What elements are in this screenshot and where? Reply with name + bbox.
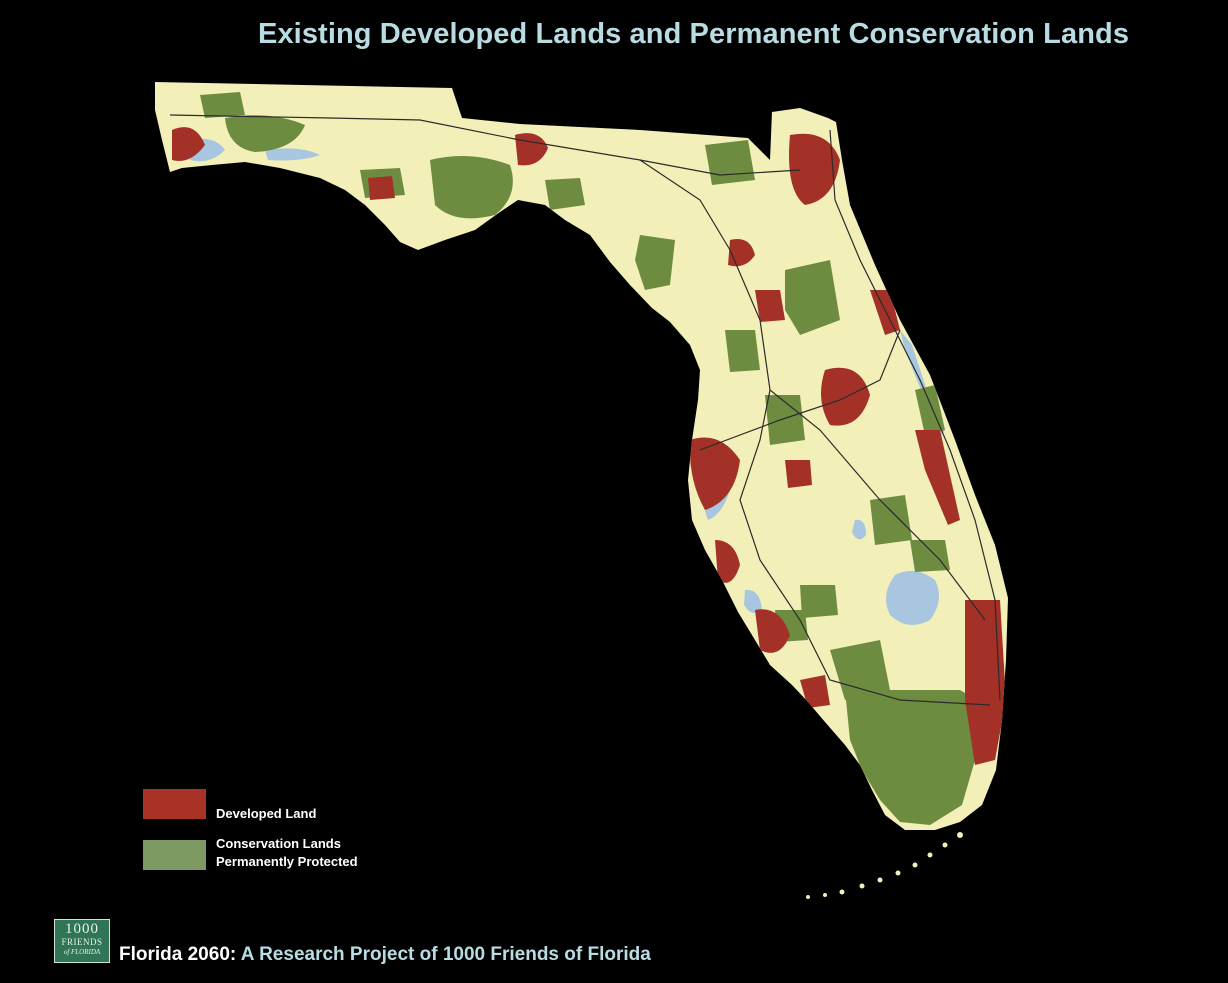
lakeland-urban <box>785 460 812 488</box>
legend-label-developed: Developed Land <box>216 806 317 821</box>
footer-caption: Florida 2060: A Research Project of 1000… <box>119 944 651 966</box>
merritt-island <box>915 385 945 435</box>
conservation-lands <box>200 92 985 825</box>
i10 <box>169 114 801 176</box>
turnpike <box>769 389 986 621</box>
highways <box>169 114 1001 706</box>
legend-swatch-conservation <box>143 840 206 870</box>
i95 <box>829 129 1001 701</box>
lake-okeechobee <box>886 571 939 625</box>
sarasota-urban <box>715 540 740 583</box>
i4 <box>699 329 901 451</box>
choctawhatchee-bay <box>265 148 320 161</box>
footer-rest: A Research Project of 1000 Friends of Fl… <box>236 944 651 965</box>
apalachicola-forest <box>430 156 513 219</box>
legend-swatch-developed <box>143 789 206 819</box>
florida-keys <box>806 832 963 899</box>
i75 <box>639 159 991 706</box>
logo-word: FRIENDS <box>61 937 103 947</box>
fort-myers-urban <box>755 609 790 653</box>
naples-urban <box>800 675 830 708</box>
everglades <box>845 690 985 825</box>
logo-subtext: of FLORIDA <box>63 948 101 956</box>
friends-logo: 1000 FRIENDS of FLORIDA <box>54 919 110 963</box>
kissimmee-prairie <box>910 540 950 572</box>
blackwater <box>200 92 245 118</box>
st-marks <box>545 178 585 210</box>
green-swamp <box>765 395 805 445</box>
avon-park <box>870 495 912 545</box>
map-title: Existing Developed Lands and Permanent C… <box>258 18 1130 50</box>
charlotte-harbor <box>744 589 762 614</box>
tallahassee-urban <box>515 133 548 166</box>
big-cypress <box>830 640 890 700</box>
fisheating-creek <box>800 585 838 618</box>
lake-kissimmee <box>852 519 866 540</box>
logo-number: 1000 <box>65 921 99 937</box>
gainesville-urban <box>728 239 755 267</box>
withlacoochee <box>725 330 760 372</box>
jacksonville-urban <box>789 133 840 205</box>
osceola-forest <box>705 140 755 185</box>
legend-label-conservation-line2: Permanently Protected <box>216 854 358 869</box>
tampa-urban <box>689 437 740 510</box>
space-coast-urban <box>915 430 960 525</box>
gulf-hammock <box>635 235 675 290</box>
ocala-urban <box>755 290 785 322</box>
eglin-afb <box>225 115 305 152</box>
pensacola-urban <box>172 127 205 161</box>
miami-urban <box>965 600 1006 765</box>
footer-lead: Florida 2060: <box>119 944 237 965</box>
legend-label-conservation-line1: Conservation Lands <box>216 836 341 851</box>
legend-label-conservation: Conservation Lands Permanently Protected <box>216 835 358 871</box>
panama-city-urban <box>368 176 395 200</box>
ocala-forest <box>785 260 840 335</box>
